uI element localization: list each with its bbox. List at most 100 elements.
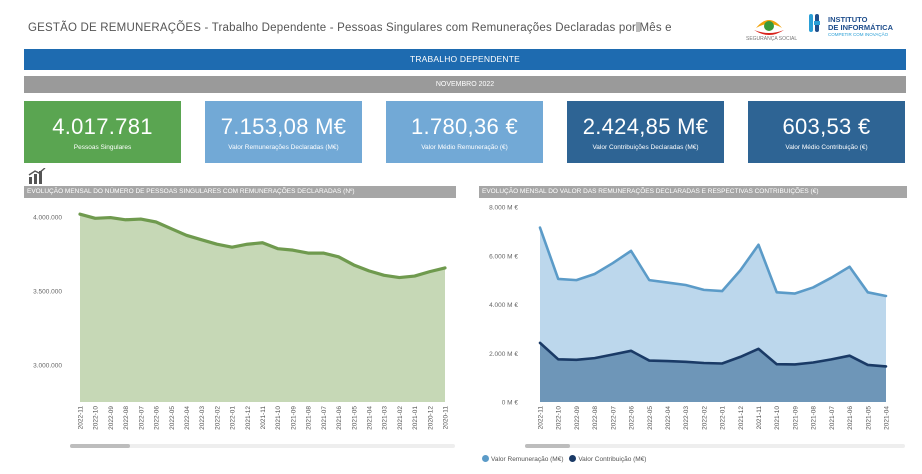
- right-x-tick-label: 2022-09: [574, 406, 581, 430]
- bar-chart-icon: [28, 168, 46, 184]
- right-x-tick-label: 2021-07: [829, 406, 836, 430]
- right-x-tick-label: 2022-07: [610, 406, 617, 430]
- left-x-tick-label: 2022-10: [93, 406, 100, 430]
- right-series-1-line: [538, 341, 888, 368]
- instituto-informatica-logo: INSTITUTO DE INFORMÁTICA COMPETIR COM IN…: [808, 12, 908, 40]
- left-x-tick-label: 2022-11: [78, 406, 85, 430]
- kpi-value: 2.424,85 M€: [582, 114, 709, 139]
- right-y-tick-label: 6.000 M €: [489, 253, 518, 260]
- left-x-tick-label: 2020-11: [443, 406, 450, 430]
- right-series-1-area: [540, 342, 886, 402]
- left-x-tick-label: 2022-09: [108, 406, 115, 430]
- legend-marker: [482, 455, 489, 462]
- right-panel-title: EVOLUÇÃO MENSAL DO VALOR DAS REMUNERAÇÕE…: [479, 186, 907, 198]
- left-x-tick-label: 2022-04: [184, 406, 191, 430]
- right-y-tick-label: 0 M €: [502, 400, 519, 407]
- left-x-tick-label: 2021-11: [260, 406, 267, 430]
- left-panel-title: EVOLUÇÃO MENSAL DO NÚMERO DE PESSOAS SIN…: [24, 186, 456, 198]
- right-x-tick-label: 2021-06: [847, 406, 854, 430]
- instituto-informatica-logo-icon: [809, 14, 820, 32]
- right-x-tick-label: 2022-08: [592, 406, 599, 430]
- right-x-tick-label: 2021-09: [792, 406, 799, 430]
- left-x-tick-label: 2021-08: [306, 406, 313, 430]
- right-x-tick-label: 2021-11: [756, 406, 763, 430]
- left-x-tick-label: 2021-06: [336, 406, 343, 430]
- right-x-tick-label: 2022-05: [647, 406, 654, 430]
- right-chart-scroll-thumb[interactable]: [525, 444, 570, 448]
- kpi-label: Valor Médio Contribuição (€): [785, 144, 868, 151]
- legend-item-contribuicao[interactable]: Valor Contribuição (M€): [569, 455, 646, 463]
- left-x-tick-label: 2022-01: [230, 406, 237, 430]
- left-x-tick-label: 2021-02: [397, 406, 404, 430]
- kpi-value: 603,53 €: [782, 114, 871, 139]
- left-y-tick-label: 4.000.000: [33, 214, 62, 221]
- left-x-tick-label: 2021-10: [275, 406, 282, 430]
- right-x-tick-label: 2021-05: [865, 406, 872, 430]
- kpi-label: Valor Remunerações Declaradas (M€): [228, 144, 339, 151]
- kpi-value: 1.780,36 €: [411, 114, 518, 139]
- left-x-tick-label: 2022-06: [154, 406, 161, 430]
- left-series-0-line: [78, 212, 447, 280]
- left-y-tick-label: 3.000.000: [33, 362, 62, 369]
- kpi-label: Valor Médio Remuneração (€): [421, 144, 508, 151]
- kpi-label: Valor Contribuições Declaradas (M€): [592, 144, 699, 151]
- left-x-tick-label: 2021-04: [366, 406, 373, 430]
- logo-ii-line1: INSTITUTO: [828, 15, 868, 24]
- left-series-0-area: [80, 214, 445, 402]
- kpi-label: Pessoas Singulares: [73, 144, 132, 151]
- left-x-tick-label: 2022-08: [123, 406, 130, 430]
- kpi-card-contribuicoes: 2.424,85 M€ Valor Contribuições Declarad…: [567, 101, 724, 163]
- right-x-tick-label: 2021-10: [774, 406, 781, 430]
- logo-ii-line2: DE INFORMÁTICA: [828, 23, 893, 32]
- right-x-tick-label: 2021-08: [811, 406, 818, 430]
- left-x-tick-label: 2021-01: [412, 406, 419, 430]
- period-banner: NOVEMBRO 2022: [24, 76, 906, 93]
- right-x-tick-label: 2022-03: [683, 406, 690, 430]
- left-x-tick-label: 2022-03: [199, 406, 206, 430]
- left-x-tick-label: 2020-12: [427, 406, 434, 430]
- right-x-tick-label: 2022-10: [556, 406, 563, 430]
- right-y-tick-label: 4.000 M €: [489, 302, 518, 309]
- left-x-tick-label: 2022-02: [214, 406, 221, 430]
- kpi-card-medio-contribuicao: 603,53 € Valor Médio Contribuição (€): [748, 101, 905, 163]
- right-chart-scrollbar[interactable]: [525, 444, 905, 448]
- left-x-tick-label: 2021-12: [245, 406, 252, 430]
- kpi-card-medio-remuneracao: 1.780,36 € Valor Médio Remuneração (€): [386, 101, 543, 163]
- right-x-tick-label: 2022-02: [701, 406, 708, 430]
- left-chart-scroll-thumb[interactable]: [70, 444, 130, 448]
- right-x-tick-label: 2021-04: [884, 406, 891, 430]
- left-x-tick-label: 2022-07: [138, 406, 145, 430]
- legend-label: Valor Remuneração (M€): [491, 456, 564, 463]
- legend-label: Valor Contribuição (M€): [578, 456, 647, 463]
- logo-ii-line3: COMPETIR COM INOVAÇÃO: [828, 32, 889, 37]
- left-x-tick-label: 2021-05: [351, 406, 358, 430]
- legend-marker: [569, 455, 577, 462]
- right-y-tick-label: 2.000 M €: [489, 351, 518, 358]
- right-x-tick-label: 2022-06: [629, 406, 636, 430]
- title-cursor: [636, 22, 640, 32]
- kpi-value: 4.017.781: [52, 114, 153, 139]
- right-x-tick-label: 2022-01: [720, 406, 727, 430]
- seguranca-social-logo-text: SEGURANÇA SOCIAL: [746, 36, 798, 42]
- right-chart-legend: Valor Remuneração (M€) Valor Contribuiçã…: [482, 455, 650, 463]
- left-x-tick-label: 2022-05: [169, 406, 176, 430]
- left-x-tick-label: 2021-03: [382, 406, 389, 430]
- right-series-0-line: [538, 226, 888, 298]
- page-title: GESTÃO DE REMUNERAÇÕES - Trabalho Depend…: [28, 22, 672, 34]
- legend-item-remuneracao[interactable]: Valor Remuneração (M€): [482, 455, 564, 463]
- seguranca-social-logo-icon: [754, 20, 784, 35]
- right-x-tick-label: 2022-11: [538, 406, 545, 430]
- kpi-card-remuneracoes: 7.153,08 M€ Valor Remunerações Declarada…: [205, 101, 362, 163]
- left-x-tick-label: 2021-09: [290, 406, 297, 430]
- left-y-tick-label: 3.500.000: [33, 288, 62, 295]
- kpi-card-pessoas: 4.017.781 Pessoas Singulares: [24, 101, 181, 163]
- section-banner: TRABALHO DEPENDENTE: [24, 49, 906, 70]
- left-chart-scrollbar[interactable]: [70, 444, 455, 448]
- left-x-tick-label: 2021-07: [321, 406, 328, 430]
- kpi-value: 7.153,08 M€: [220, 114, 347, 139]
- right-x-tick-label: 2022-04: [665, 406, 672, 430]
- right-y-tick-label: 8.000 M €: [489, 205, 518, 212]
- right-x-tick-label: 2021-12: [738, 406, 745, 430]
